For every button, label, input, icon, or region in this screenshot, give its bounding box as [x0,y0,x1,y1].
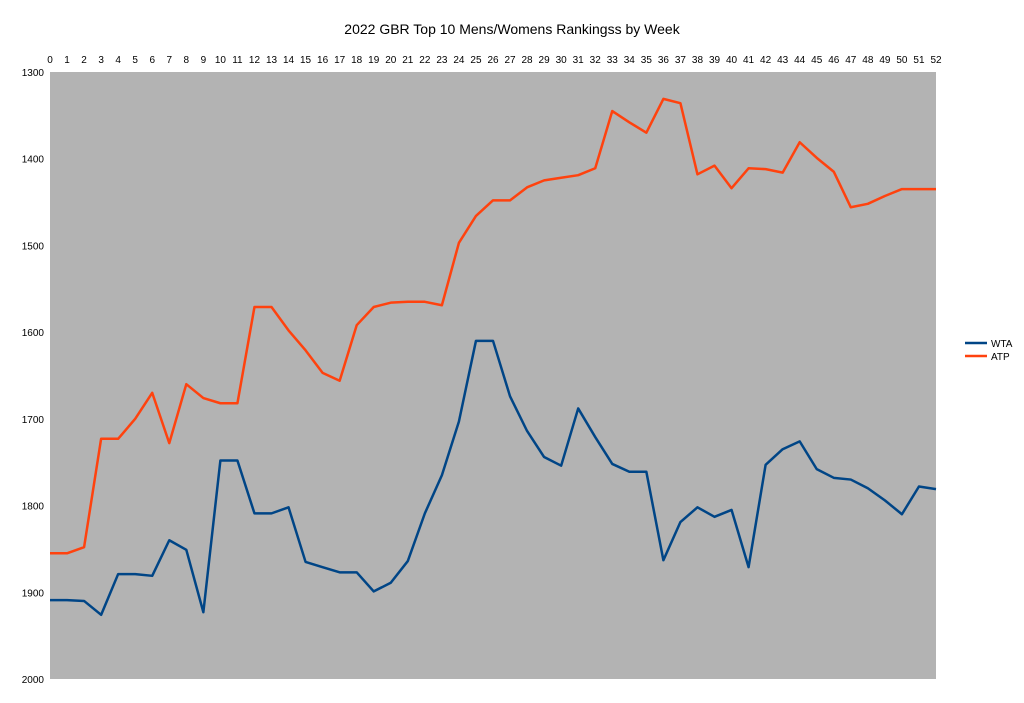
x-tick-label: 44 [794,55,806,66]
x-tick-label: 1 [64,55,70,66]
x-tick-label: 36 [658,55,670,66]
x-tick-label: 39 [709,55,721,66]
x-tick-label: 18 [351,55,363,66]
x-tick-label: 4 [115,55,121,66]
x-tick-label: 29 [539,55,551,66]
x-tick-label: 25 [470,55,482,66]
x-tick-label: 26 [487,55,499,66]
x-tick-label: 43 [777,55,789,66]
legend: WTA ATP [965,339,1013,363]
x-tick-label: 8 [184,55,190,66]
y-tick-label: 1900 [22,588,45,599]
x-tick-label: 19 [368,55,380,66]
series-line-atp [50,97,936,555]
x-tick-label: 10 [215,55,227,66]
legend-label-wta: WTA [991,339,1013,350]
x-tick-label: 42 [760,55,772,66]
x-tick-label: 46 [828,55,840,66]
x-tick-label: 0 [47,55,53,66]
x-tick-label: 41 [743,55,755,66]
x-tick-label: 2 [81,55,87,66]
y-tick-label: 1800 [22,502,45,513]
x-tick-label: 33 [607,55,619,66]
x-tick-label: 28 [522,55,534,66]
x-tick-label: 47 [845,55,857,66]
x-tick-label: 9 [201,55,207,66]
x-tick-label: 52 [930,55,942,66]
legend-label-atp: ATP [991,352,1010,363]
x-tick-label: 30 [556,55,568,66]
x-tick-label: 31 [573,55,585,66]
x-tick-label: 21 [402,55,414,66]
x-tick-label: 35 [641,55,653,66]
x-tick-label: 16 [317,55,329,66]
y-axis: 1300 1400 1500 1600 1700 1800 1900 2000 [22,68,45,686]
plot-area [50,72,936,679]
y-tick-label: 1500 [22,241,45,252]
x-tick-label: 11 [232,55,243,66]
x-tick-label: 13 [266,55,278,66]
x-tick-label: 14 [283,55,295,66]
x-tick-label: 34 [624,55,636,66]
x-tick-label: 50 [896,55,908,66]
y-tick-label: 1400 [22,155,45,166]
x-tick-label: 23 [436,55,448,66]
x-tick-label: 12 [249,55,261,66]
x-tick-label: 5 [132,55,138,66]
x-tick-label: 7 [166,55,172,66]
x-tick-label: 37 [675,55,687,66]
x-tick-label: 27 [504,55,516,66]
x-tick-label: 6 [149,55,155,66]
x-tick-label: 48 [862,55,874,66]
y-tick-label: 1600 [22,328,45,339]
y-tick-label: 1700 [22,415,45,426]
x-tick-label: 22 [419,55,431,66]
x-tick-label: 38 [692,55,704,66]
x-tick-label: 40 [726,55,738,66]
x-tick-label: 49 [879,55,891,66]
series-line-wta [50,339,937,617]
chart-title: 2022 GBR Top 10 Mens/Womens Rankingss by… [344,21,680,37]
x-tick-label: 20 [385,55,397,66]
series-lines [50,97,937,617]
x-tick-label: 15 [300,55,312,66]
y-tick-label: 2000 [22,675,45,686]
x-tick-label: 32 [590,55,602,66]
x-tick-label: 24 [453,55,465,66]
x-axis: 0 1 2 3 4 5 6 7 8 9 10 11 12 13 14 15 16 17 18 19 20 21 22 23 24… [47,55,942,66]
x-tick-label: 17 [334,55,346,66]
x-tick-label: 3 [98,55,104,66]
x-tick-label: 45 [811,55,823,66]
x-tick-label: 51 [913,55,925,66]
y-tick-label: 1300 [22,68,45,79]
